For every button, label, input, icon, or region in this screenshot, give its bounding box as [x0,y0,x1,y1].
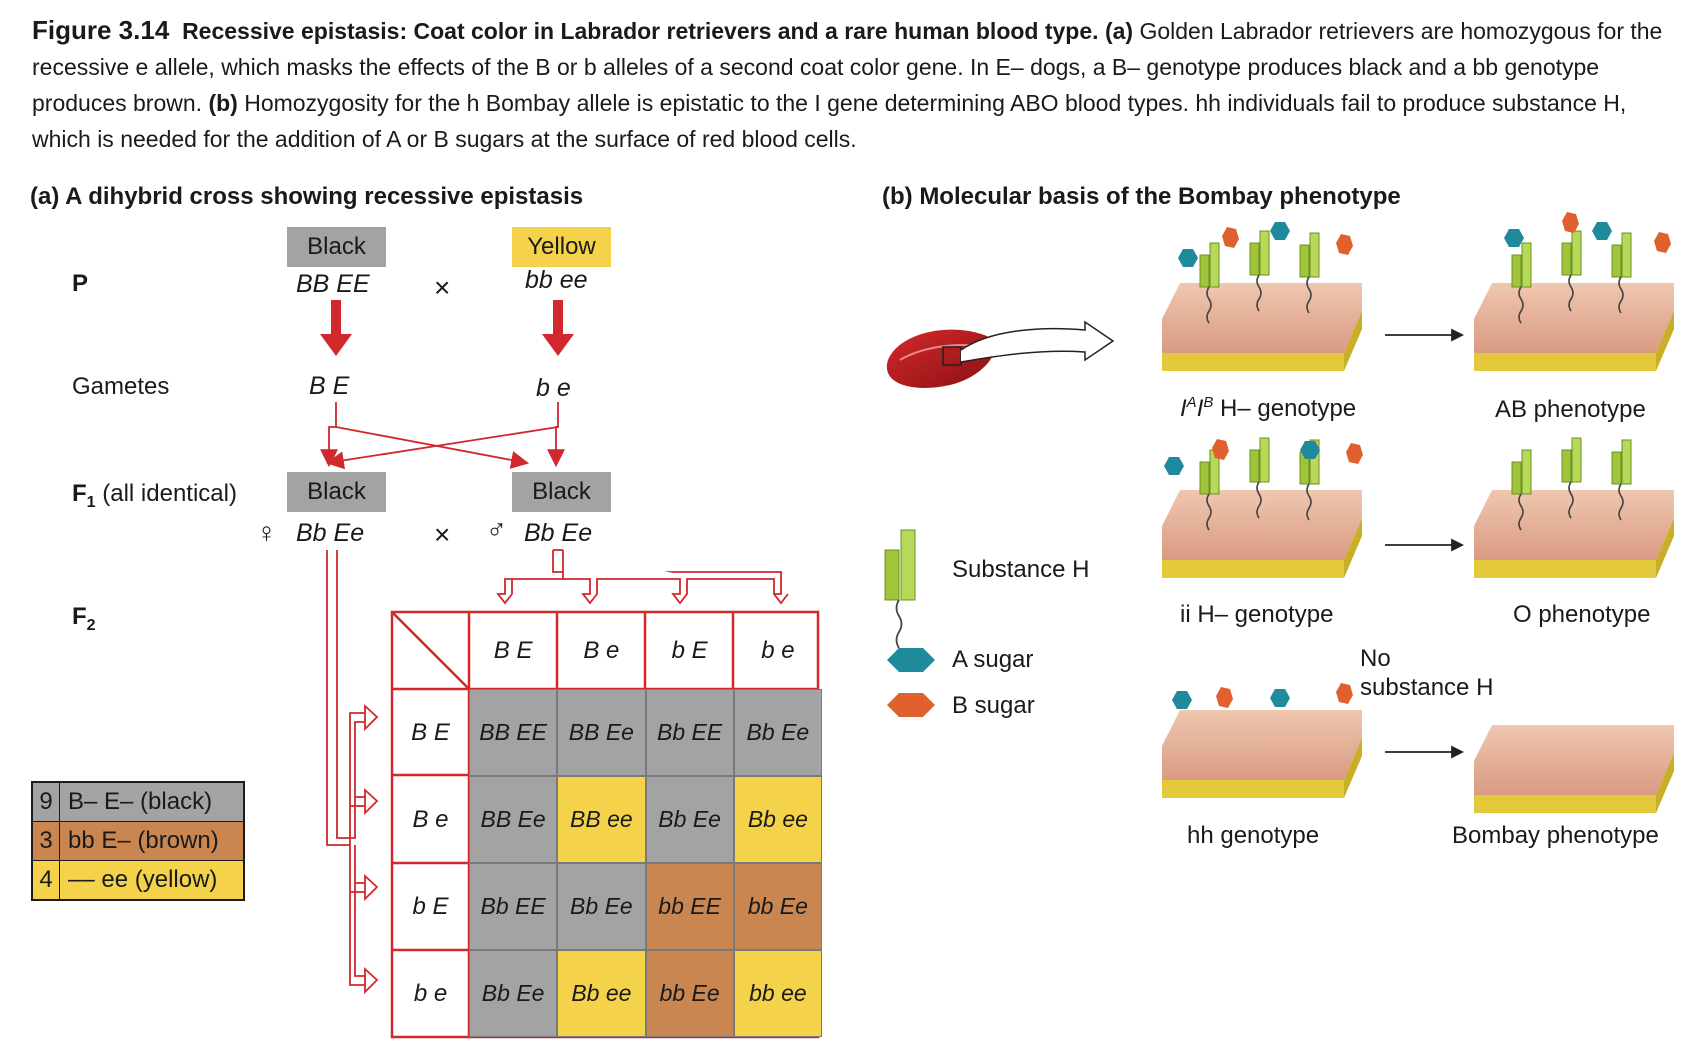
f1-female-genotype: Bb Ee [296,519,365,547]
key-b-sugar-label: B sugar [952,692,1035,719]
row-label-gametes: Gametes [72,373,170,400]
punnett-col-gamete: B E [493,636,533,664]
key-a-sugar-icon [887,648,935,672]
parent2-genotype: bb ee [525,266,588,294]
punnett-cell: BB Ee [469,776,558,863]
no-substance-label-line1: No [1360,645,1391,672]
row-label-p: P [72,270,89,297]
punnett-cell: bb Ee [645,950,734,1037]
punnett-cell: Bb Ee [733,689,822,776]
punnett-cell: Bb ee [733,776,822,863]
legend-row-yellow: 4 –– ee (yellow) [33,860,243,899]
punnett-cell: BB ee [557,776,646,863]
punnett-cell: Bb Ee [469,950,558,1037]
key-substance-h-icon [884,529,916,649]
f1-male-phenotype: Black [512,472,611,512]
punnett-cell: bb ee [733,950,822,1037]
phenotype-ratio-legend: 9 B– E– (black) 3 bb E– (brown) 4 –– ee … [31,781,245,901]
punnett-cell: Bb EE [645,689,734,776]
panel-b-title: (b) Molecular basis of the Bombay phenot… [882,183,1401,210]
f1-male-genotype: Bb Ee [524,519,593,547]
genotype-label-ii: ii H– genotype [1180,601,1334,628]
punnett-cell: BB EE [469,689,558,776]
figure-caption: Figure 3.14 Recessive epistasis: Coat co… [32,12,1672,157]
membrane-hh-genotype [1162,683,1362,798]
membrane-arrows [1385,328,1465,759]
p-cross-symbol: × [434,272,451,303]
punnett-cell: Bb Ee [557,863,646,950]
male-symbol: ♂ [486,514,507,545]
phenotype-label-o: O phenotype [1513,601,1651,628]
punnett-row-gamete: B e [412,805,449,833]
membrane-iaib-genotype [1162,222,1362,371]
f1-female-phenotype: Black [287,472,386,512]
parent2-phenotype: Yellow [512,227,611,267]
male-gamete-arrows [496,549,789,605]
membrane-ii-genotype [1162,437,1363,578]
caption-part-a-tag: (a) [1104,18,1134,44]
figure-title: Recessive epistasis: Coat color in Labra… [182,18,1099,44]
punnett-row-gamete: b e [413,979,448,1007]
punnett-col-gamete: b e [761,636,795,664]
row-label-f2: F2 [72,603,96,634]
punnett-col-gamete: B e [583,636,620,664]
membrane-ab-phenotype [1474,212,1674,371]
punnett-col-gamete: b E [671,636,708,664]
key-b-sugar-icon [887,693,935,717]
parent2-gamete: b e [536,374,571,402]
membrane-bombay-phenotype [1474,725,1674,813]
genotype-label-iaib: IAIB H– genotype [1180,394,1357,422]
female-gamete-arrows [326,550,379,995]
genotype-label-hh: hh genotype [1187,822,1320,849]
phenotype-label-bombay: Bombay phenotype [1452,822,1659,849]
punnett-cell: BB Ee [557,689,646,776]
parent1-phenotype: Black [287,227,386,267]
phenotype-label-ab: AB phenotype [1495,396,1646,423]
gamete-crossing-lines [320,402,565,470]
caption-part-b-text: Homozygosity for the h Bombay allele is … [32,90,1627,152]
punnett-cell: bb Ee [733,863,822,950]
parent1-genotype: BB EE [296,270,370,298]
no-substance-label-line2: substance H [1360,674,1494,701]
legend-row-brown: 3 bb E– (brown) [33,821,243,860]
row-label-f1: F1 (all identical) [72,480,237,511]
caption-part-a-text: Golden Labrador retrievers are homozygou… [32,18,1663,116]
punnett-row-gamete: b E [412,892,449,920]
legend-row-black: 9 B– E– (black) [33,783,243,821]
parent1-arrow [320,300,352,356]
punnett-cell: Bb ee [557,950,646,1037]
parent2-arrow [542,300,574,356]
key-a-sugar-label: A sugar [952,646,1034,673]
panel-a-title: (a) A dihybrid cross showing recessive e… [30,183,584,210]
punnett-cell: Bb Ee [645,776,734,863]
zoom-arrow [960,320,1115,363]
parent1-gamete: B E [309,372,350,400]
key-substance-h-label: Substance H [952,556,1090,583]
figure-label: Figure 3.14 [32,15,170,45]
punnett-cell: Bb EE [469,863,558,950]
membrane-o-phenotype [1474,437,1674,578]
caption-part-b-tag: (b) [208,90,238,116]
punnett-cell: bb EE [645,863,734,950]
punnett-row-gamete: B E [411,718,450,746]
f1-cross-symbol: × [434,519,451,550]
female-symbol: ♀ [256,517,277,548]
